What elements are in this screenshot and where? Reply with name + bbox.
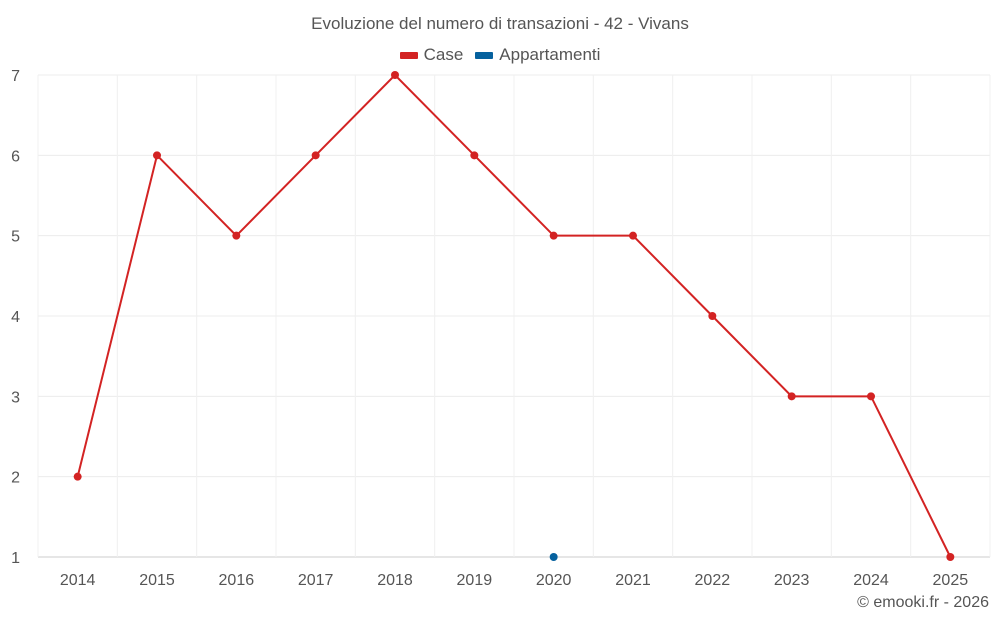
series-line-0 (76, 73, 952, 558)
x-tick-label: 2017 (298, 572, 334, 589)
x-tick-label: 2024 (853, 572, 889, 589)
x-tick-label: 2022 (695, 572, 731, 589)
data-point-0 (708, 312, 717, 320)
data-point-0 (470, 151, 479, 160)
data-point-0 (946, 553, 955, 561)
x-tick-label: 2020 (536, 572, 572, 589)
legend-item-appartamenti[interactable]: Appartamenti (475, 45, 600, 65)
data-point-0 (867, 392, 875, 401)
y-tick-label: 7 (11, 68, 20, 85)
y-tick-label: 6 (11, 148, 20, 165)
data-point-0 (73, 472, 82, 481)
data-point-0 (629, 231, 637, 240)
x-tick-label: 2015 (139, 572, 175, 589)
data-point-0 (232, 231, 241, 240)
legend-swatch-case (399, 51, 418, 59)
legend-swatch-appartamenti (475, 51, 494, 59)
x-tick-label: 2018 (377, 572, 413, 589)
y-tick-label: 1 (11, 550, 20, 567)
x-tick-label: 2019 (457, 572, 493, 589)
x-tick-label: 2014 (60, 572, 96, 589)
x-tick-label: 2025 (933, 572, 969, 589)
y-tick-label: 5 (11, 229, 20, 246)
data-point-0 (787, 392, 796, 401)
y-tick-label: 3 (11, 389, 20, 406)
data-point-0 (311, 151, 320, 160)
credit-text: © emooki.fr - 2026 (857, 594, 989, 611)
x-tick-label: 2023 (774, 572, 810, 589)
data-point-0 (391, 71, 399, 79)
legend-label-case: Case (423, 45, 464, 64)
data-point-0 (153, 151, 161, 160)
data-point-1 (549, 553, 558, 561)
legend-label-appartamenti: Appartamenti (499, 45, 601, 64)
chart-legend: Case Appartamenti (0, 45, 1000, 65)
x-tick-label: 2021 (615, 572, 651, 589)
data-point-0 (549, 231, 558, 240)
y-tick-label: 4 (11, 309, 20, 326)
x-tick-label: 2016 (219, 572, 255, 589)
legend-item-case[interactable]: Case (399, 45, 464, 65)
y-tick-label: 2 (11, 470, 20, 487)
chart-title: Evoluzione del numero di transazioni - 4… (311, 14, 689, 33)
